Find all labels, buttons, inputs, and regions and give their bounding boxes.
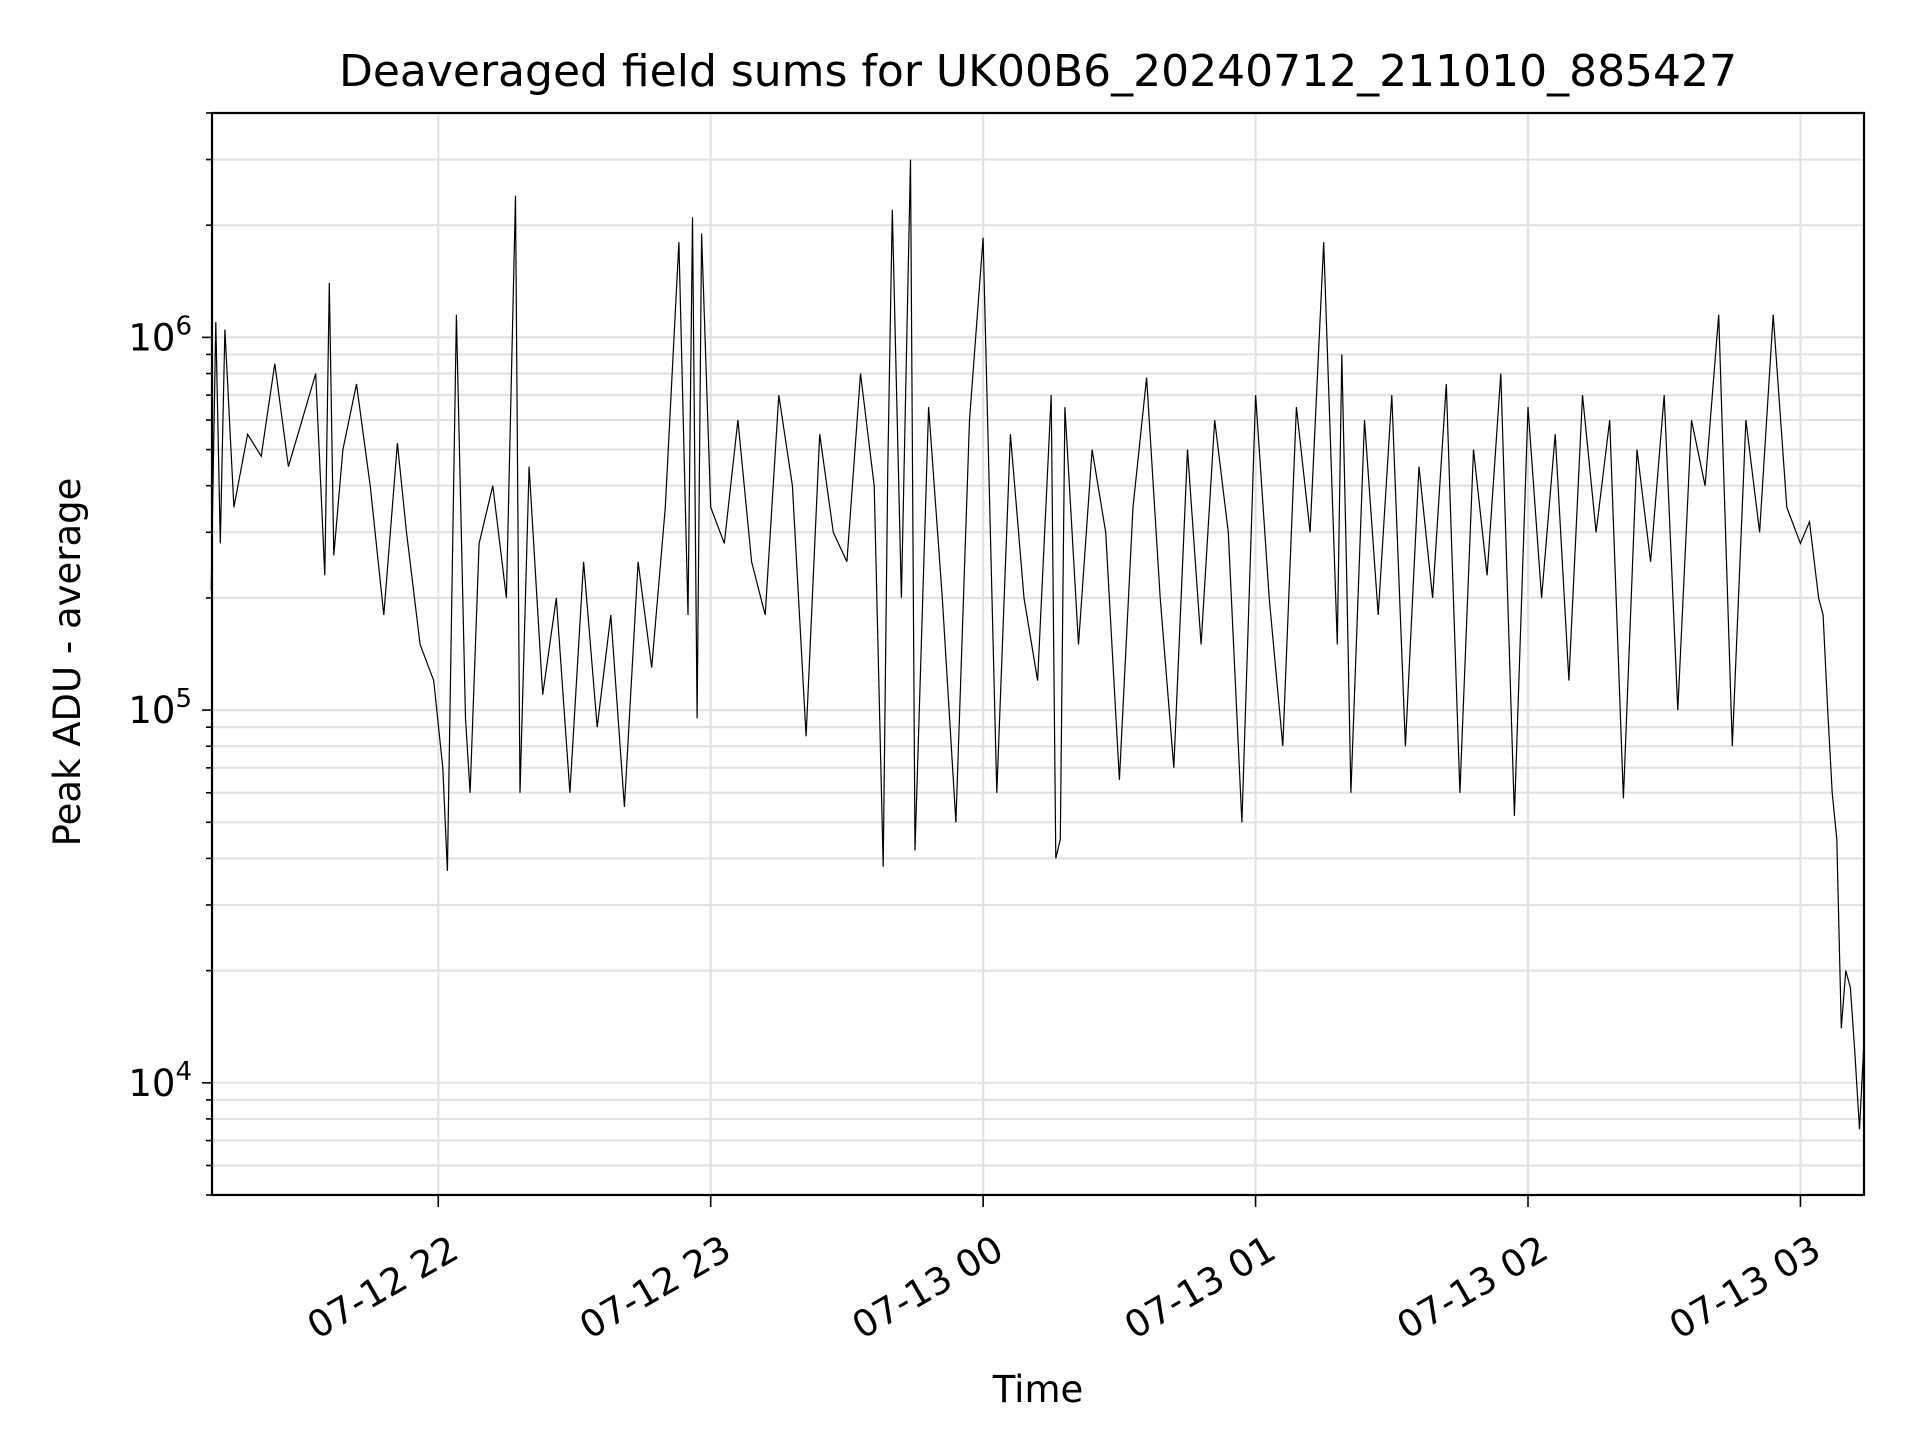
- y-tick-label: 104: [128, 1057, 192, 1105]
- grid: [212, 111, 1864, 1197]
- chart-title: Deaveraged field sums for UK00B6_2024071…: [339, 46, 1737, 97]
- x-axis-title: Time: [992, 1368, 1084, 1411]
- series-layer: [210, 159, 1865, 1130]
- axes-frame: [210, 111, 1866, 1197]
- y-tick-label: 105: [128, 684, 192, 732]
- series-line: [210, 159, 1865, 1130]
- y-tick-label: 106: [128, 311, 192, 359]
- y-axis-ticks: 104 105 106: [128, 112, 212, 1196]
- y-axis-title: Peak ADU - average: [46, 478, 89, 847]
